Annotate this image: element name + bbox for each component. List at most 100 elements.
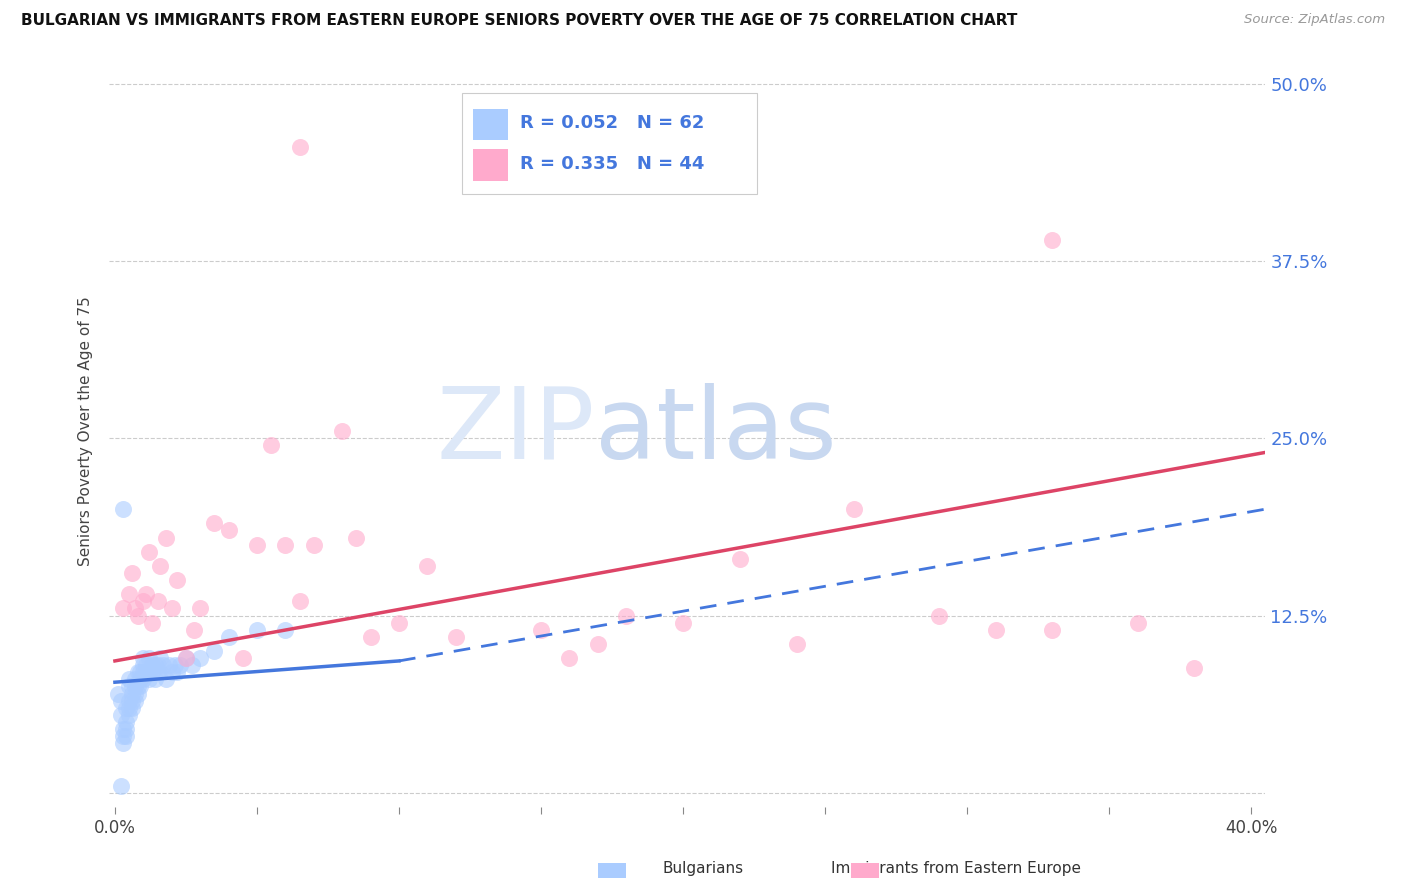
Point bbox=[614, 608, 637, 623]
Point bbox=[124, 687, 146, 701]
Point bbox=[1126, 615, 1149, 630]
Point bbox=[288, 594, 311, 608]
Point bbox=[118, 680, 141, 694]
Point bbox=[112, 722, 135, 736]
Point bbox=[558, 651, 581, 665]
Point bbox=[118, 587, 141, 601]
Point bbox=[141, 665, 163, 680]
Point bbox=[129, 665, 152, 680]
Point bbox=[124, 673, 146, 687]
Point bbox=[288, 140, 311, 154]
Point bbox=[141, 658, 163, 673]
Point bbox=[112, 736, 135, 750]
Point bbox=[138, 544, 160, 558]
Point bbox=[124, 601, 146, 615]
Text: R = 0.052   N = 62: R = 0.052 N = 62 bbox=[520, 114, 704, 132]
Point bbox=[842, 502, 865, 516]
Point bbox=[246, 623, 269, 637]
Point bbox=[218, 524, 240, 538]
FancyBboxPatch shape bbox=[474, 149, 508, 181]
Point bbox=[141, 615, 163, 630]
Point bbox=[146, 665, 169, 680]
Point bbox=[786, 637, 808, 651]
Point bbox=[202, 644, 225, 658]
Point bbox=[121, 687, 143, 701]
Point bbox=[135, 658, 157, 673]
Point bbox=[160, 601, 183, 615]
Point bbox=[174, 651, 197, 665]
Point bbox=[127, 608, 149, 623]
Point bbox=[928, 608, 950, 623]
Point bbox=[127, 665, 149, 680]
Point bbox=[149, 665, 172, 680]
Point bbox=[166, 573, 188, 587]
Point bbox=[143, 673, 166, 687]
Point bbox=[174, 651, 197, 665]
Point bbox=[163, 658, 186, 673]
Text: Bulgarians: Bulgarians bbox=[662, 861, 744, 876]
Point bbox=[112, 601, 135, 615]
Point bbox=[110, 693, 132, 707]
Point bbox=[132, 594, 155, 608]
Point bbox=[149, 558, 172, 573]
Point bbox=[135, 665, 157, 680]
Point bbox=[110, 779, 132, 793]
Point bbox=[132, 658, 155, 673]
Point bbox=[124, 693, 146, 707]
FancyBboxPatch shape bbox=[463, 93, 756, 194]
Point bbox=[112, 729, 135, 743]
Point bbox=[118, 700, 141, 714]
Point bbox=[112, 502, 135, 516]
Point bbox=[118, 693, 141, 707]
Point bbox=[188, 601, 211, 615]
Point bbox=[1042, 623, 1064, 637]
Point bbox=[118, 707, 141, 722]
Point bbox=[129, 680, 152, 694]
Point bbox=[132, 673, 155, 687]
Point bbox=[110, 707, 132, 722]
Point bbox=[138, 665, 160, 680]
Point bbox=[188, 651, 211, 665]
Point bbox=[146, 594, 169, 608]
Y-axis label: Seniors Poverty Over the Age of 75: Seniors Poverty Over the Age of 75 bbox=[79, 296, 93, 566]
Point bbox=[143, 658, 166, 673]
Point bbox=[672, 615, 695, 630]
Point bbox=[344, 531, 367, 545]
Point bbox=[444, 630, 467, 644]
Point bbox=[1184, 661, 1206, 675]
FancyBboxPatch shape bbox=[474, 109, 508, 140]
Point bbox=[260, 438, 283, 452]
Point bbox=[728, 551, 751, 566]
Point bbox=[146, 658, 169, 673]
Text: BULGARIAN VS IMMIGRANTS FROM EASTERN EUROPE SENIORS POVERTY OVER THE AGE OF 75 C: BULGARIAN VS IMMIGRANTS FROM EASTERN EUR… bbox=[21, 13, 1018, 29]
Point bbox=[138, 673, 160, 687]
Point bbox=[132, 651, 155, 665]
Point bbox=[530, 623, 553, 637]
Point bbox=[121, 680, 143, 694]
Point bbox=[121, 566, 143, 580]
Point bbox=[360, 630, 382, 644]
Point bbox=[115, 714, 138, 729]
Point bbox=[152, 658, 174, 673]
Point bbox=[129, 673, 152, 687]
Text: Immigrants from Eastern Europe: Immigrants from Eastern Europe bbox=[831, 861, 1081, 876]
Point bbox=[121, 700, 143, 714]
Point bbox=[135, 587, 157, 601]
Point bbox=[115, 729, 138, 743]
Point bbox=[160, 665, 183, 680]
Point bbox=[157, 658, 180, 673]
Point bbox=[183, 623, 205, 637]
Text: atlas: atlas bbox=[595, 383, 837, 480]
Point bbox=[155, 673, 177, 687]
Point bbox=[115, 700, 138, 714]
Point bbox=[274, 623, 297, 637]
Point bbox=[127, 680, 149, 694]
Point bbox=[166, 665, 188, 680]
Point bbox=[169, 658, 191, 673]
Point bbox=[1042, 233, 1064, 247]
Text: R = 0.335   N = 44: R = 0.335 N = 44 bbox=[520, 155, 704, 173]
Point bbox=[115, 722, 138, 736]
Point bbox=[118, 673, 141, 687]
Point bbox=[202, 516, 225, 531]
Point bbox=[121, 693, 143, 707]
